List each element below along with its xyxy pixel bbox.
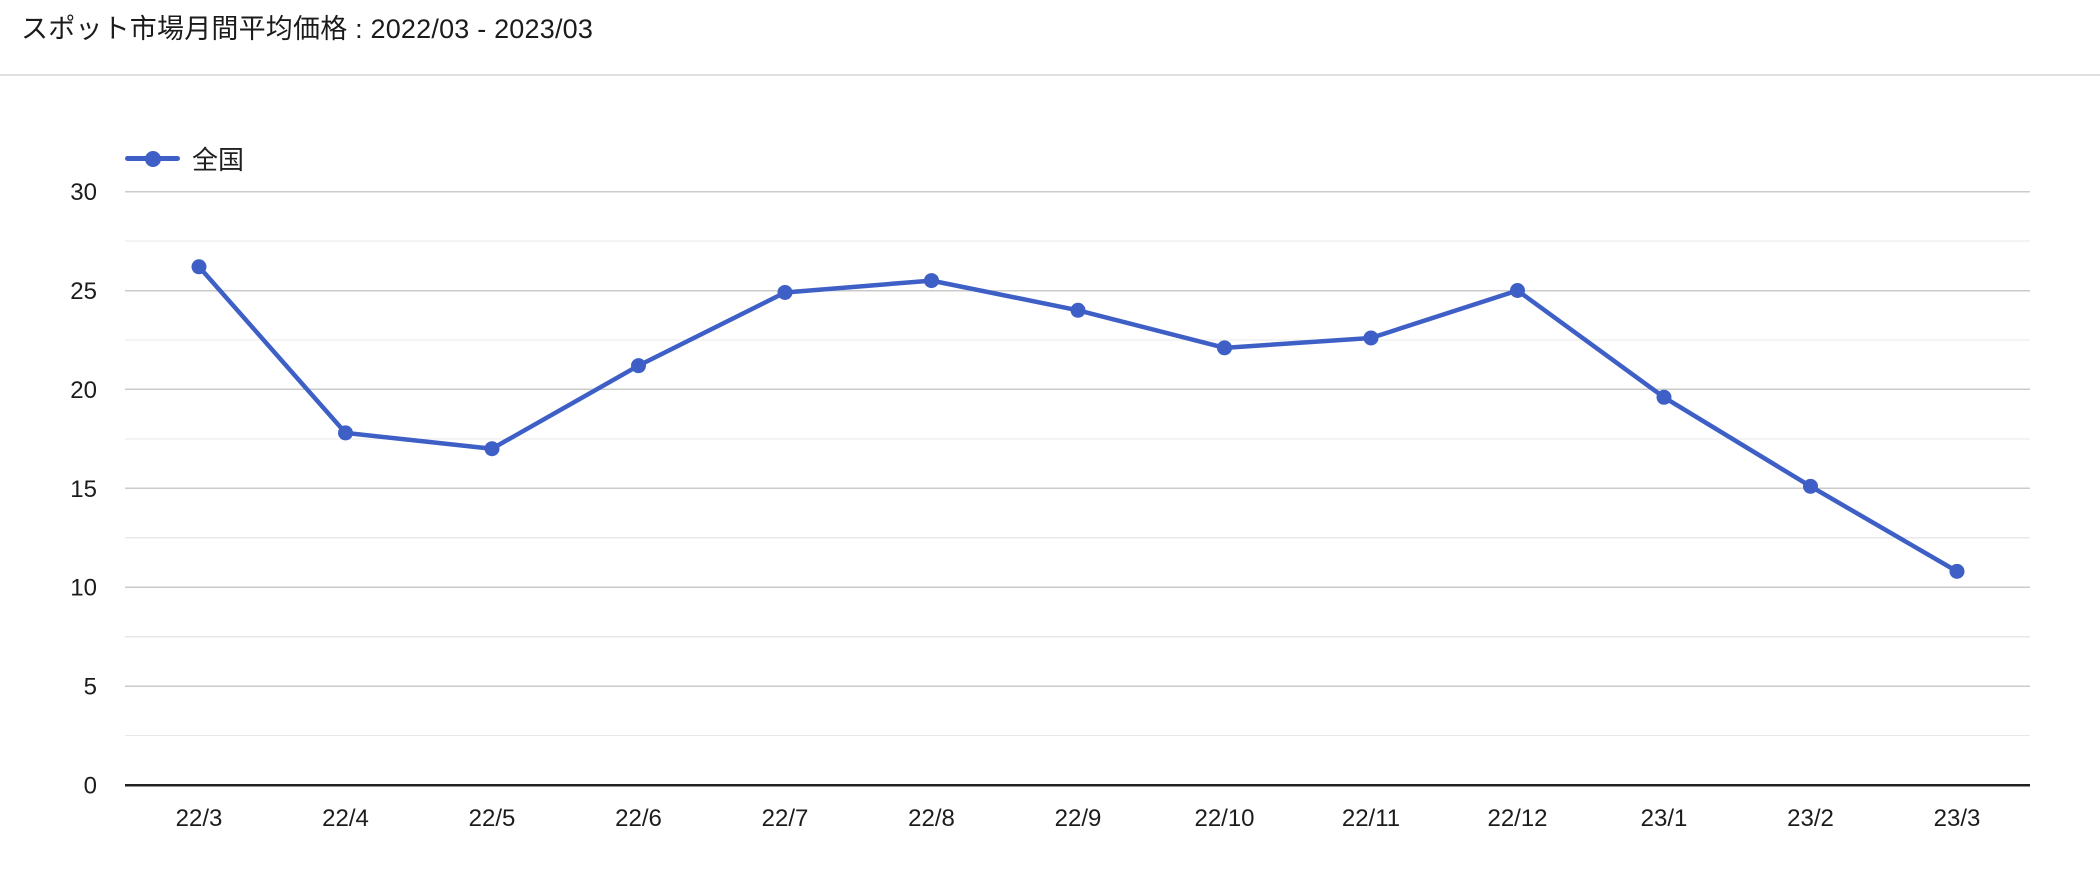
page-title: スポット市場月間平均価格 : 2022/03 - 2023/03 [21, 14, 594, 44]
data-point[interactable] [1949, 563, 1965, 579]
x-axis-tick-label: 22/4 [322, 805, 369, 832]
x-axis-tick-label: 22/8 [908, 805, 955, 832]
x-axis-tick-label: 23/2 [1787, 805, 1834, 832]
y-axis-tick-label: 15 [70, 476, 97, 503]
data-point[interactable] [338, 425, 353, 441]
data-point[interactable] [1217, 340, 1232, 356]
data-point[interactable] [631, 358, 646, 374]
x-axis-tick-label: 22/12 [1487, 805, 1547, 832]
y-axis-tick-label: 25 [70, 278, 97, 305]
chart-legend[interactable]: 全国 [125, 143, 244, 175]
data-point[interactable] [484, 441, 500, 457]
y-axis-tick-label: 0 [84, 773, 97, 800]
data-point[interactable] [1803, 478, 1818, 494]
data-point[interactable] [1656, 389, 1672, 405]
x-axis-tick-label: 22/5 [469, 805, 516, 832]
data-point[interactable] [191, 259, 207, 275]
x-axis-tick-label: 22/7 [762, 805, 809, 832]
y-axis-tick-label: 20 [70, 377, 97, 404]
x-axis-tick-label: 22/6 [615, 805, 662, 832]
data-point[interactable] [1070, 302, 1086, 318]
y-axis-tick-label: 10 [70, 575, 97, 602]
legend-series-marker-icon [125, 143, 180, 173]
x-axis-tick-label: 22/3 [176, 805, 223, 832]
y-axis-tick-label: 5 [84, 674, 97, 701]
x-axis-tick-label: 22/9 [1055, 805, 1102, 832]
y-axis-tick-label: 30 [70, 179, 97, 206]
title-divider [0, 74, 2100, 76]
legend-dot-icon [145, 150, 161, 167]
legend-series-label: 全国 [192, 144, 245, 175]
data-point[interactable] [777, 284, 793, 300]
data-point[interactable] [1363, 330, 1379, 346]
x-axis-tick-label: 23/1 [1641, 805, 1688, 832]
data-point[interactable] [1510, 283, 1525, 298]
x-axis-tick-label: 22/11 [1342, 805, 1400, 832]
x-axis-tick-label: 22/10 [1194, 805, 1254, 832]
x-axis-tick-label: 23/3 [1934, 805, 1981, 832]
data-point[interactable] [924, 273, 939, 289]
